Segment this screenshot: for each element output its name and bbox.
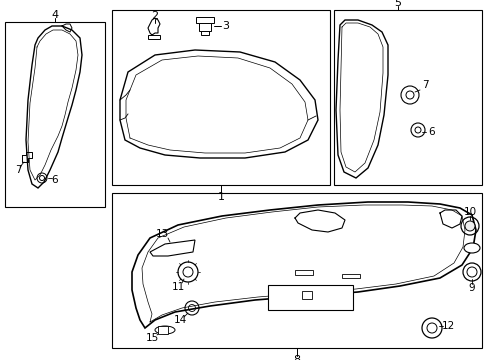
Text: 6: 6 — [428, 127, 434, 137]
Text: 12: 12 — [441, 321, 454, 331]
Text: 8: 8 — [293, 355, 300, 360]
Polygon shape — [132, 202, 475, 328]
Text: 3: 3 — [222, 21, 229, 31]
Text: 15: 15 — [145, 333, 158, 343]
Polygon shape — [26, 26, 82, 188]
Text: 10: 10 — [463, 207, 476, 217]
Text: 4: 4 — [51, 10, 59, 20]
Bar — [294, 270, 312, 275]
Text: 5: 5 — [394, 0, 401, 8]
Text: 9: 9 — [468, 283, 474, 293]
Text: 11: 11 — [171, 282, 184, 292]
Text: 1: 1 — [217, 192, 224, 202]
Bar — [267, 285, 352, 310]
Text: 6: 6 — [52, 175, 58, 185]
Text: 13: 13 — [155, 229, 168, 239]
Bar — [201, 31, 208, 35]
Text: 14: 14 — [173, 315, 186, 325]
Bar — [158, 326, 168, 334]
Polygon shape — [335, 20, 387, 178]
Text: 7: 7 — [15, 165, 21, 175]
Text: 7: 7 — [421, 80, 427, 90]
Bar — [112, 10, 329, 185]
Bar — [333, 10, 481, 185]
Bar — [5, 22, 105, 207]
Ellipse shape — [463, 243, 479, 253]
Bar — [302, 291, 311, 299]
Circle shape — [464, 221, 474, 231]
Polygon shape — [120, 50, 317, 158]
Ellipse shape — [155, 326, 175, 334]
Bar — [112, 193, 481, 348]
Polygon shape — [150, 240, 195, 256]
Bar — [148, 35, 160, 39]
Text: 2: 2 — [151, 11, 158, 21]
Bar — [341, 274, 359, 278]
Bar — [199, 23, 210, 31]
Bar — [196, 17, 214, 23]
Circle shape — [40, 175, 44, 180]
